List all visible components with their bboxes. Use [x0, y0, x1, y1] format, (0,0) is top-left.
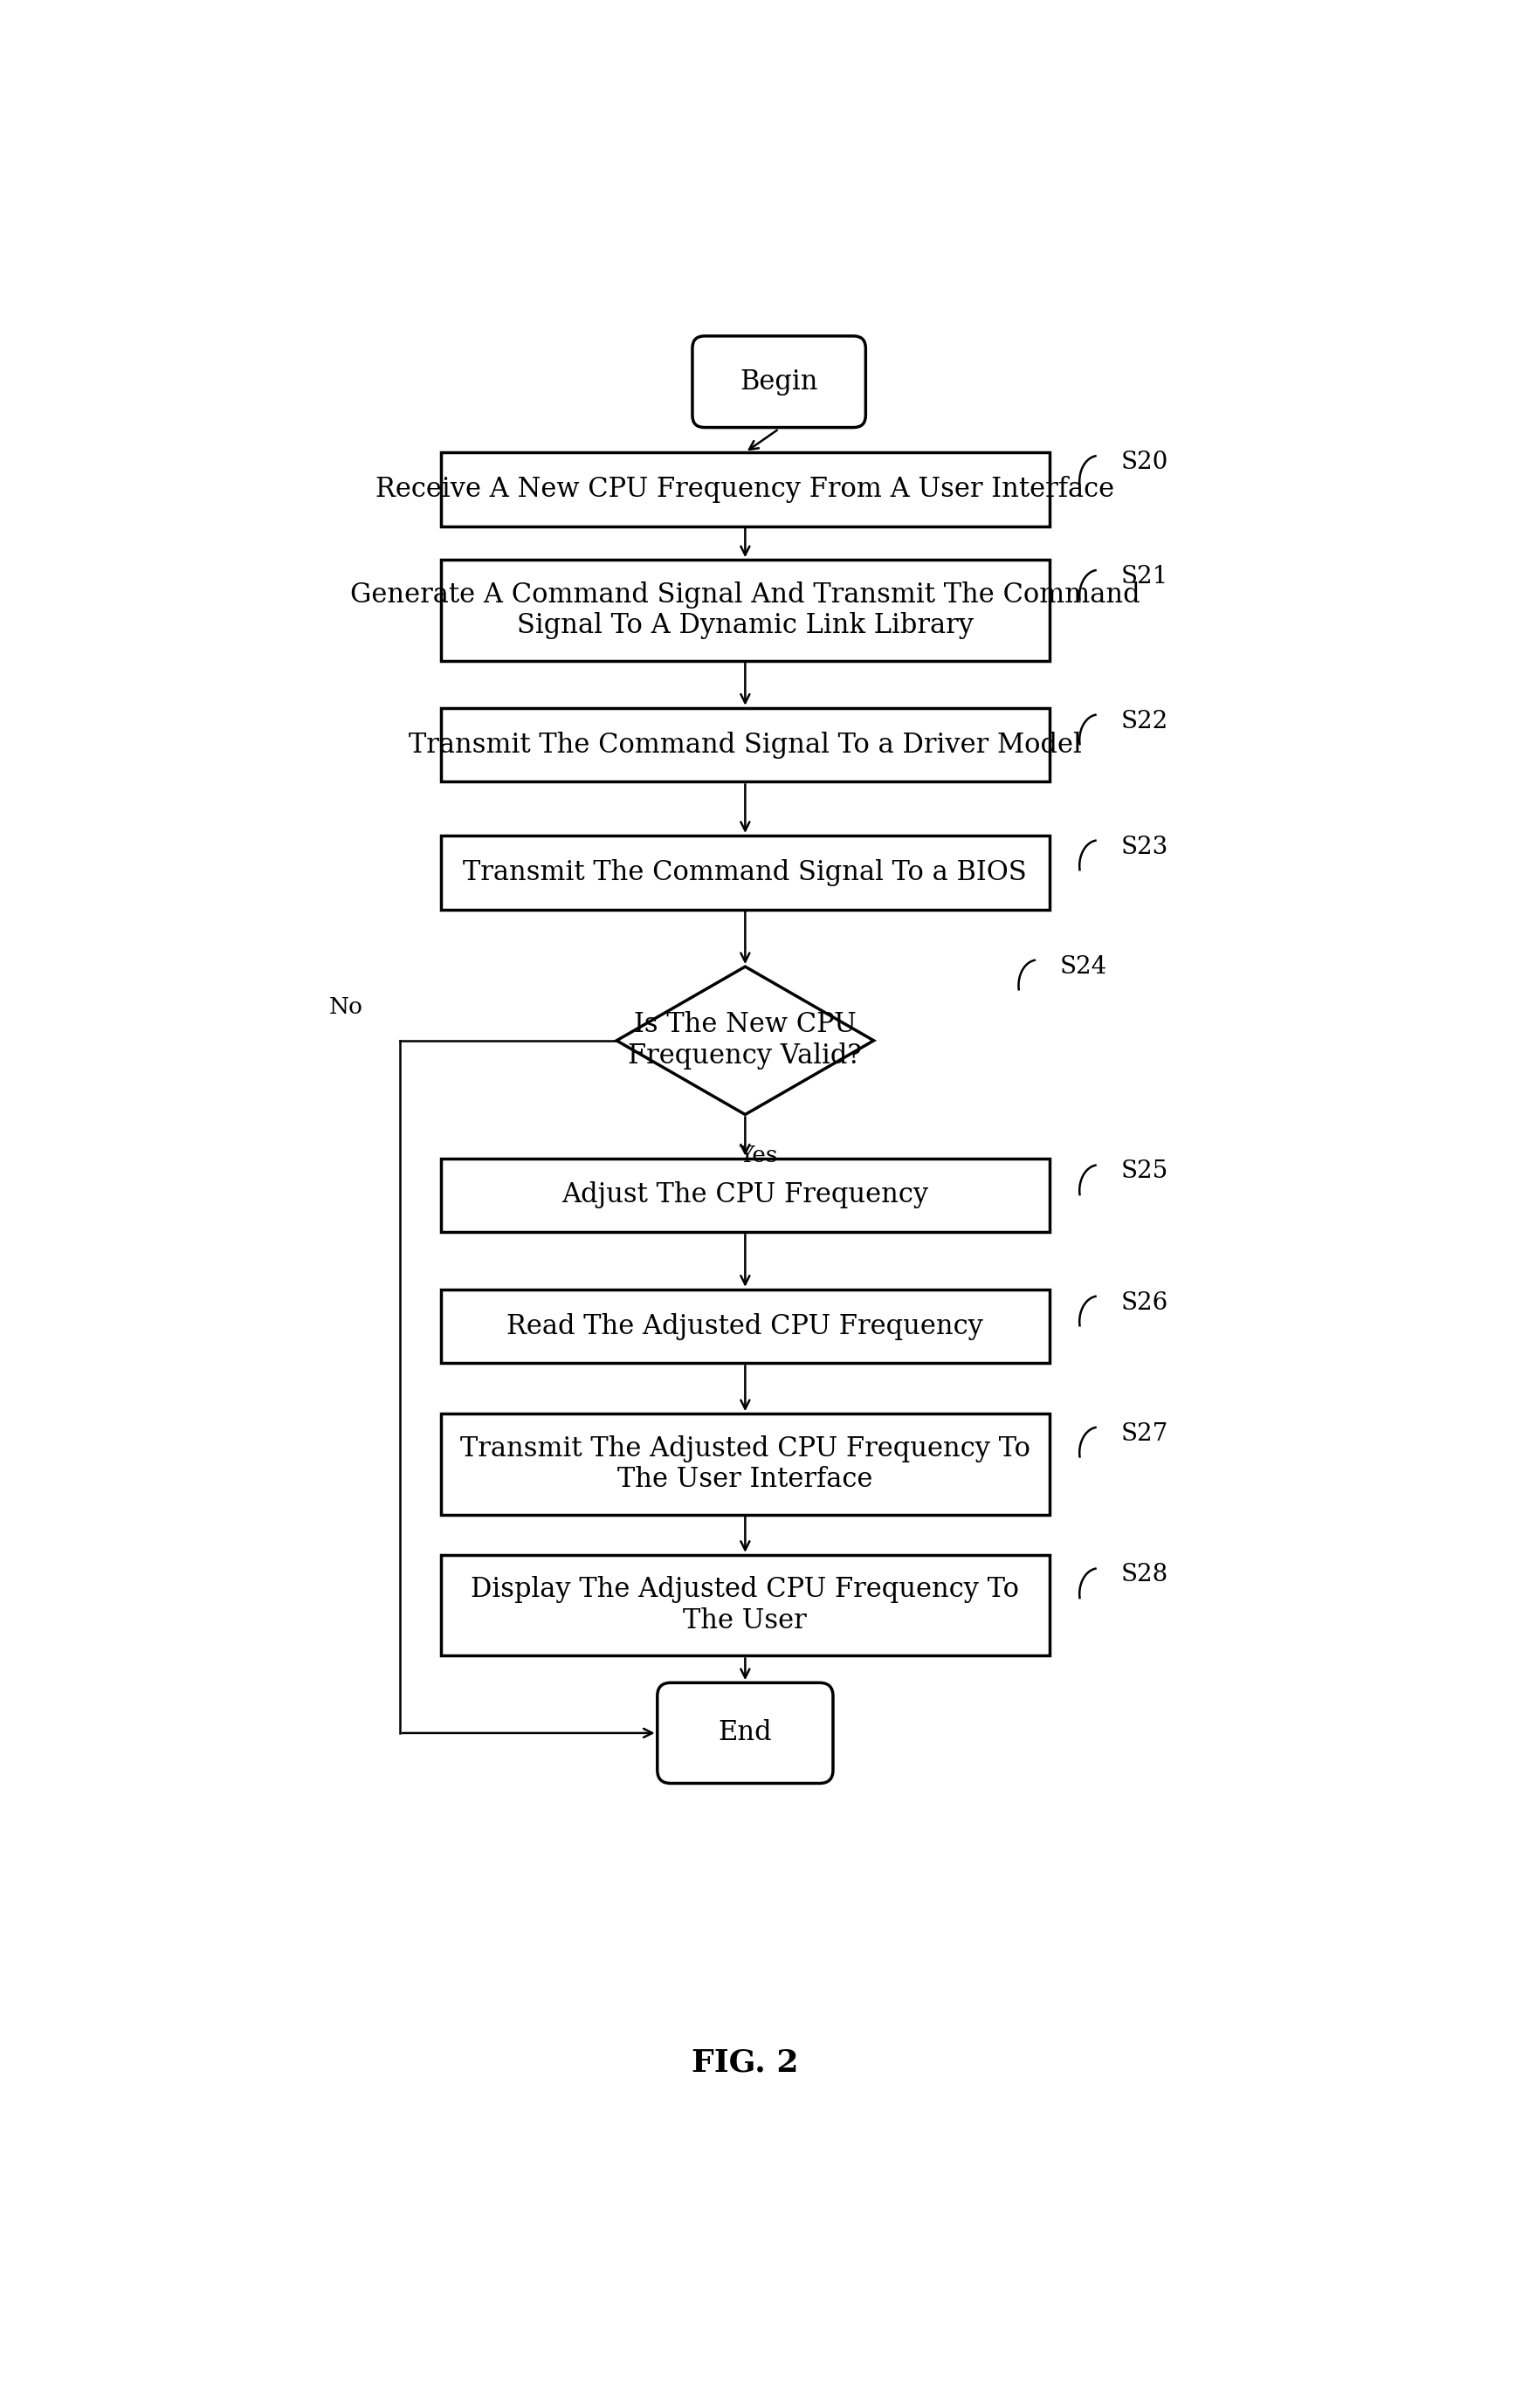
- Text: No: No: [329, 997, 362, 1019]
- Polygon shape: [616, 966, 874, 1115]
- Text: End: End: [718, 1719, 772, 1746]
- Text: S26: S26: [1120, 1291, 1167, 1315]
- Text: Begin: Begin: [740, 368, 819, 395]
- Text: S23: S23: [1120, 836, 1167, 860]
- Text: Yes: Yes: [740, 1144, 778, 1165]
- Text: S21: S21: [1120, 566, 1169, 588]
- Text: Read The Adjusted CPU Frequency: Read The Adjusted CPU Frequency: [507, 1312, 983, 1339]
- Text: Receive A New CPU Frequency From A User Interface: Receive A New CPU Frequency From A User …: [376, 477, 1114, 503]
- FancyBboxPatch shape: [693, 337, 866, 429]
- Text: Is The New CPU
Frequency Valid?: Is The New CPU Frequency Valid?: [629, 1011, 861, 1069]
- Bar: [441, 836, 1050, 910]
- Text: Adjust The CPU Frequency: Adjust The CPU Frequency: [562, 1182, 928, 1209]
- Text: Display The Adjusted CPU Frequency To
The User: Display The Adjusted CPU Frequency To Th…: [470, 1577, 1020, 1635]
- FancyBboxPatch shape: [658, 1683, 833, 1784]
- Text: S28: S28: [1120, 1563, 1167, 1587]
- Text: S22: S22: [1120, 710, 1167, 732]
- Text: Transmit The Adjusted CPU Frequency To
The User Interface: Transmit The Adjusted CPU Frequency To T…: [460, 1435, 1030, 1493]
- Bar: [441, 453, 1050, 527]
- Bar: [441, 1413, 1050, 1515]
- Bar: [441, 561, 1050, 660]
- Text: Transmit The Command Signal To a BIOS: Transmit The Command Signal To a BIOS: [463, 860, 1027, 886]
- Bar: [441, 1158, 1050, 1233]
- Bar: [441, 1556, 1050, 1657]
- Text: S24: S24: [1059, 956, 1106, 978]
- Text: Generate A Command Signal And Transmit The Command
Signal To A Dynamic Link Libr: Generate A Command Signal And Transmit T…: [350, 580, 1140, 641]
- Text: Transmit The Command Signal To a Driver Model: Transmit The Command Signal To a Driver …: [409, 732, 1082, 759]
- Text: S27: S27: [1120, 1423, 1169, 1445]
- Text: S25: S25: [1120, 1161, 1167, 1182]
- Text: FIG. 2: FIG. 2: [691, 2047, 799, 2078]
- Bar: [441, 708, 1050, 783]
- Bar: [441, 1288, 1050, 1363]
- Text: S20: S20: [1120, 450, 1169, 474]
